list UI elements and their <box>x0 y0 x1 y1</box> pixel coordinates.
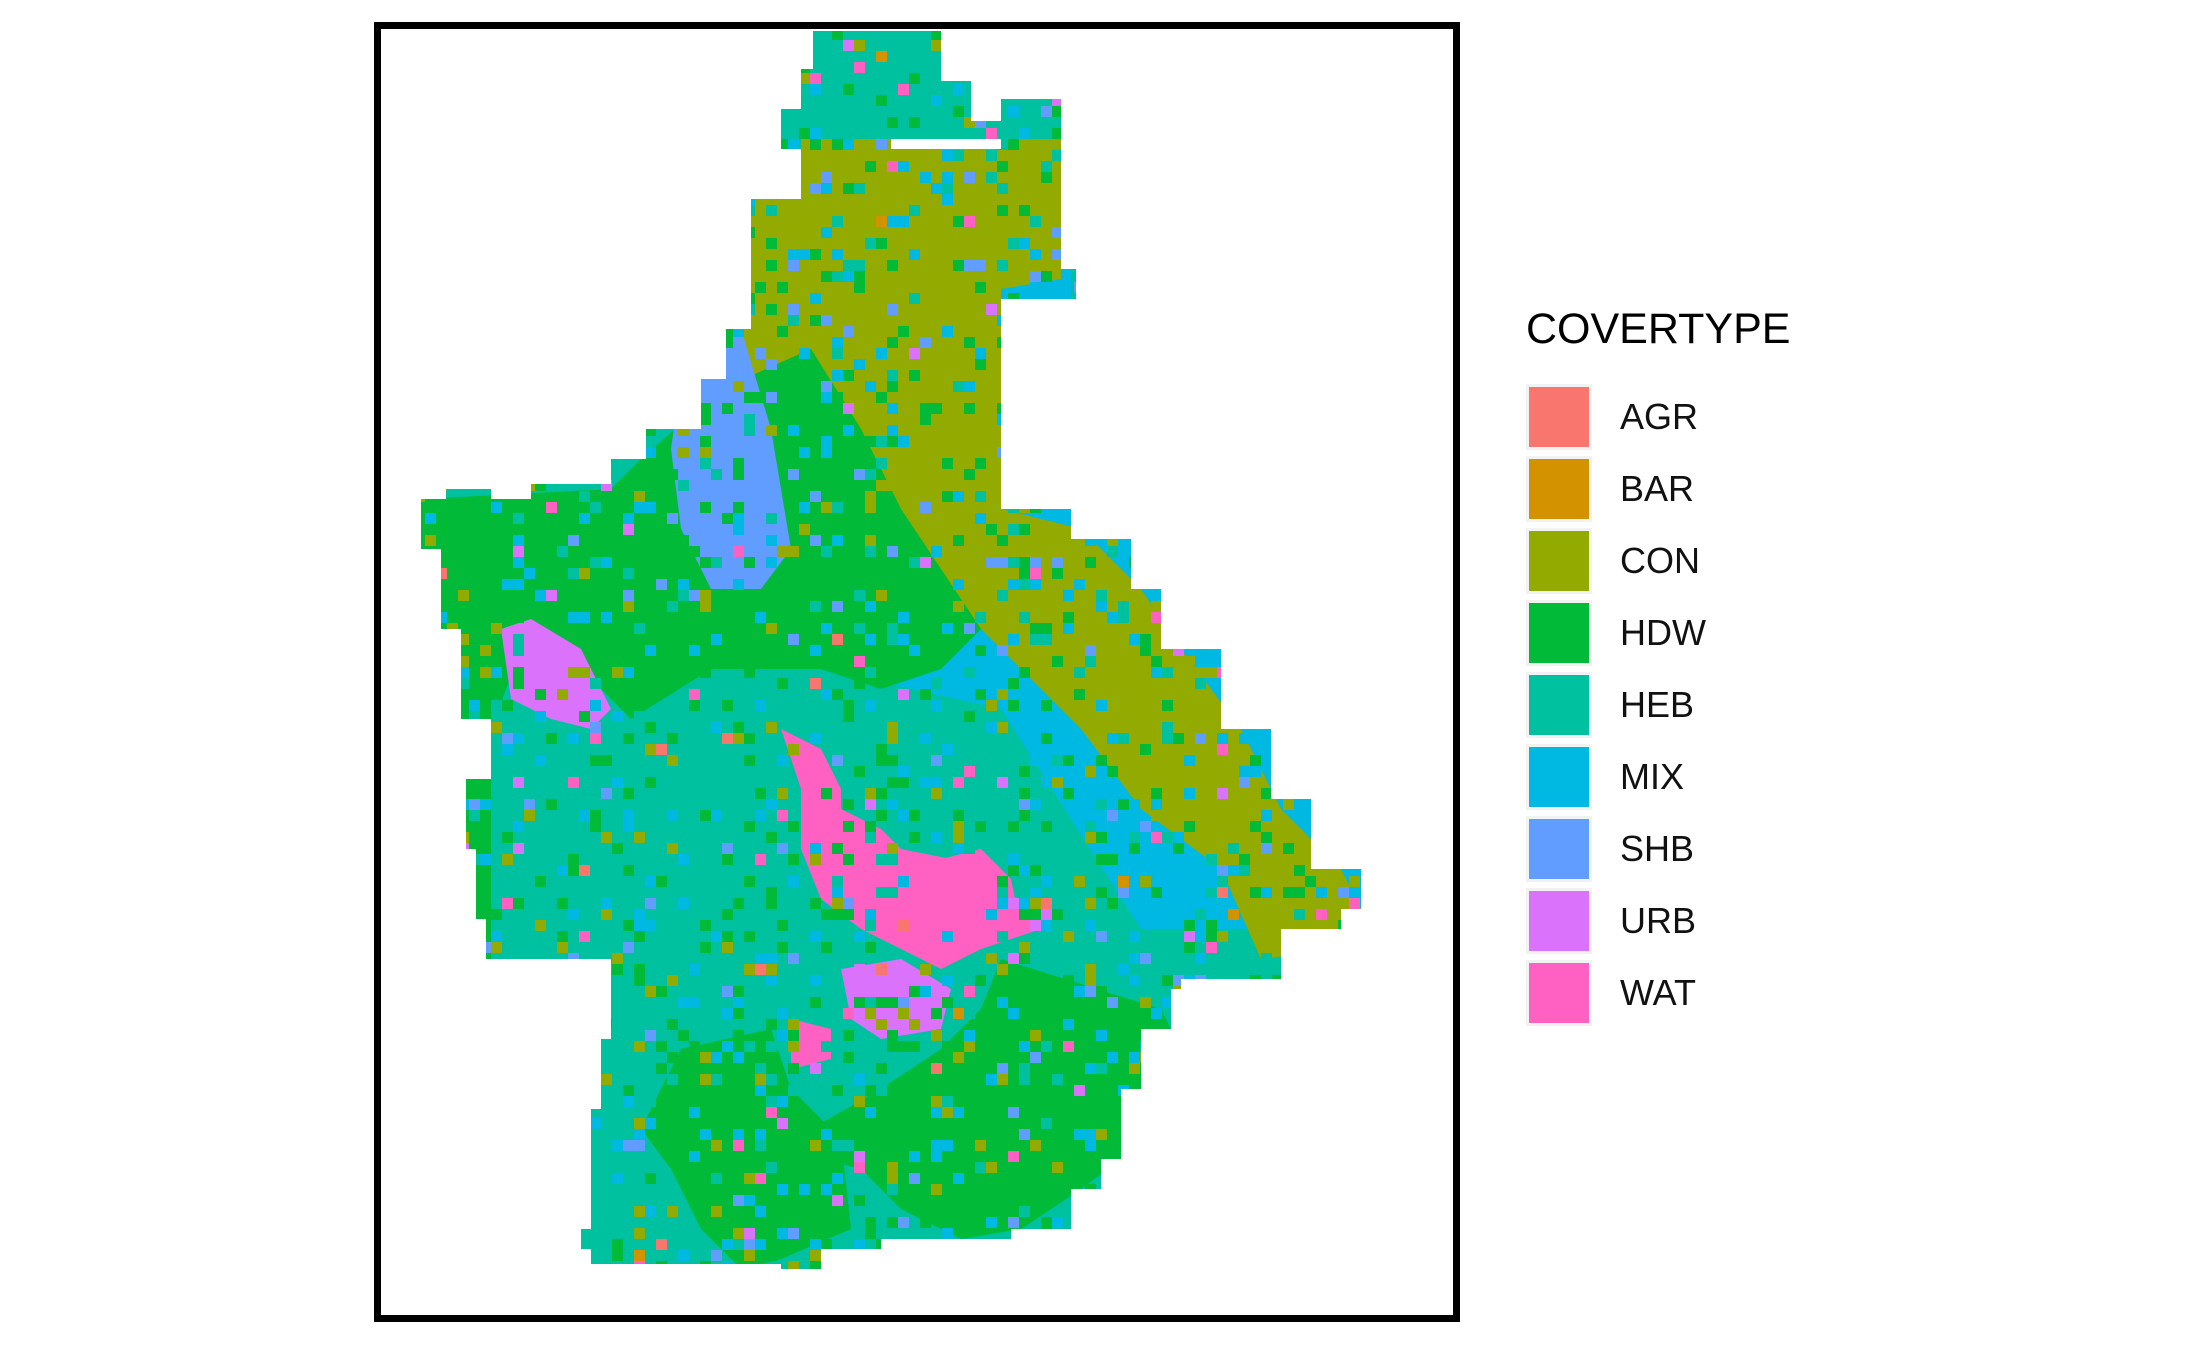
legend-title: COVERTYPE <box>1526 305 1791 353</box>
legend-item-mix: MIX <box>1526 741 1906 813</box>
legend-item-wat: WAT <box>1526 957 1906 1029</box>
legend-label-shb: SHB <box>1620 828 1695 869</box>
legend-swatch-bar <box>1526 456 1592 522</box>
legend-label-con: CON <box>1620 540 1700 581</box>
map-panel <box>374 22 1460 1322</box>
legend-label-bar: BAR <box>1620 468 1695 509</box>
legend-label-urb: URB <box>1620 900 1697 941</box>
legend-label-heb: HEB <box>1620 684 1695 725</box>
legend: COVERTYPE AGR BAR CON HDW HEB MIX SHB <box>1526 308 1906 1029</box>
legend-item-con: CON <box>1526 525 1906 597</box>
legend-label-agr: AGR <box>1620 396 1699 437</box>
legend-swatch-heb <box>1526 672 1592 738</box>
legend-swatch-urb <box>1526 888 1592 954</box>
zone-hdw-west <box>421 349 981 959</box>
legend-swatch-mix <box>1526 744 1592 810</box>
legend-item-bar: BAR <box>1526 453 1906 525</box>
legend-item-shb: SHB <box>1526 813 1906 885</box>
zone-hdw-south <box>811 959 1171 1239</box>
legend-swatch-hdw <box>1526 600 1592 666</box>
legend-item-agr: AGR <box>1526 381 1906 453</box>
legend-swatch-agr <box>1526 384 1592 450</box>
legend-item-hdw: HDW <box>1526 597 1906 669</box>
zone-shb <box>671 329 791 589</box>
legend-swatch-con <box>1526 528 1592 594</box>
zone-wat-small <box>791 1019 831 1069</box>
legend-swatch-shb <box>1526 816 1592 882</box>
zone-hdw-southwest <box>641 1029 851 1269</box>
legend-item-urb: URB <box>1526 885 1906 957</box>
zone-urb-north <box>501 619 611 729</box>
legend-swatch-wat <box>1526 960 1592 1026</box>
covertype-raster-map <box>381 29 1453 1315</box>
legend-label-mix: MIX <box>1620 756 1685 797</box>
zone-wat-pool <box>941 849 1021 949</box>
legend-items: AGR BAR CON HDW HEB MIX SHB URB <box>1526 381 1906 1029</box>
legend-label-hdw: HDW <box>1620 612 1706 653</box>
legend-item-heb: HEB <box>1526 669 1906 741</box>
legend-label-wat: WAT <box>1620 972 1696 1013</box>
